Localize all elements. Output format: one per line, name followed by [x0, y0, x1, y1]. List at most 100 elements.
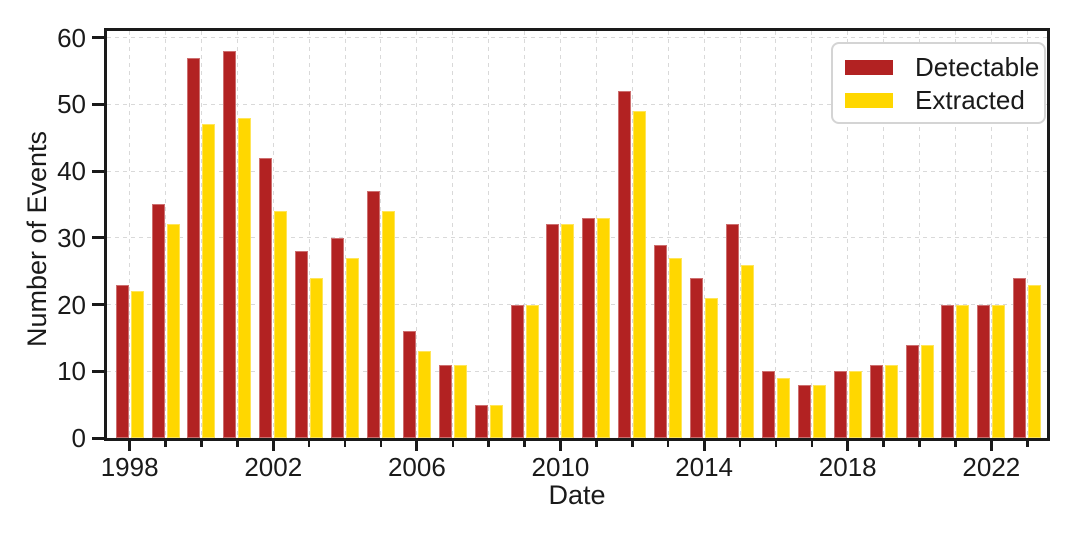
bar-detectable-2008: [474, 404, 488, 438]
gridline-x-2004: [344, 31, 346, 438]
gridline-x-2021: [954, 31, 956, 438]
x-tick-2005: [379, 441, 383, 447]
bar-extracted-2019: [884, 364, 898, 438]
gridline-y-40: [107, 170, 1047, 172]
bar-detectable-2017: [797, 384, 811, 438]
x-tick-2004: [343, 441, 347, 447]
y-tick-label-30: 30: [57, 222, 86, 253]
bar-detectable-2018: [833, 371, 847, 438]
bar-detectable-1999: [151, 204, 165, 438]
legend-label-extracted: Extracted: [915, 85, 1025, 115]
gridline-x-2007: [452, 31, 454, 438]
x-tick-2007: [451, 441, 455, 447]
gridline-x-2009: [524, 31, 526, 438]
y-tick-20: [92, 303, 104, 307]
gridline-x-2011: [595, 31, 597, 438]
bar-detectable-2013: [654, 244, 668, 438]
y-tick-10: [92, 369, 104, 373]
y-tick-label-20: 20: [57, 289, 86, 320]
bar-detectable-2007: [438, 364, 452, 438]
bar-extracted-2004: [346, 257, 360, 438]
bar-layer: [107, 31, 1047, 438]
y-tick-30: [92, 236, 104, 240]
bar-extracted-2007: [453, 364, 467, 438]
y-tick-label-40: 40: [57, 156, 86, 187]
bar-detectable-2009: [510, 304, 524, 438]
bar-detectable-2005: [366, 191, 380, 438]
bar-extracted-2005: [381, 211, 395, 438]
y-tick-60: [92, 36, 104, 40]
x-tick-label-2006: 2006: [387, 452, 446, 482]
bar-extracted-2014: [705, 297, 719, 438]
x-tick-label-2010: 2010: [531, 452, 590, 482]
plot-area: Detectable Extracted: [104, 28, 1050, 441]
bar-extracted-2010: [561, 224, 575, 438]
x-tick-2000: [200, 441, 203, 447]
y-tick-0: [92, 436, 104, 440]
bar-extracted-2022: [992, 304, 1006, 438]
x-tick-2023: [1026, 441, 1029, 447]
x-tick-2019: [882, 441, 885, 447]
gridline-x-2001: [236, 31, 238, 438]
gridline-x-2018: [847, 31, 849, 438]
gridline-x-2002: [272, 31, 274, 438]
gridline-x-2006: [416, 31, 418, 438]
x-tick-2008: [487, 441, 490, 447]
bar-extracted-2002: [274, 211, 288, 438]
gridline-x-2017: [811, 31, 813, 438]
y-tick-label-50: 50: [57, 89, 86, 120]
x-tick-1999: [164, 441, 167, 447]
gridline-x-2016: [775, 31, 777, 438]
x-axis-label: Date: [548, 480, 606, 510]
bar-detectable-2003: [295, 251, 309, 438]
gridline-x-2019: [883, 31, 885, 438]
bar-detectable-2015: [726, 224, 739, 438]
bar-extracted-2023: [1028, 284, 1042, 438]
bar-extracted-2000: [202, 124, 216, 438]
bar-detectable-2012: [618, 91, 632, 438]
gridline-x-2020: [919, 31, 921, 438]
bar-detectable-2021: [941, 304, 955, 438]
gridline-x-2015: [739, 31, 741, 438]
bar-extracted-2020: [920, 344, 934, 438]
bar-extracted-2009: [525, 304, 539, 438]
gridline-x-1998: [129, 31, 131, 438]
bar-detectable-2014: [690, 277, 704, 438]
bar-detectable-2004: [331, 237, 345, 438]
x-tick-2013: [666, 441, 670, 447]
x-tick-2011: [595, 441, 598, 447]
bar-extracted-2003: [310, 277, 324, 438]
x-tick-2021: [954, 441, 957, 447]
x-tick-2016: [774, 441, 778, 447]
bar-detectable-2020: [905, 344, 919, 438]
bar-detectable-2011: [582, 217, 596, 438]
bar-detectable-2000: [187, 57, 201, 438]
bar-extracted-1998: [130, 291, 144, 438]
bar-detectable-2002: [259, 157, 273, 438]
x-tick-2010: [558, 441, 562, 451]
bar-detectable-2016: [761, 371, 775, 438]
gridline-x-2010: [559, 31, 561, 438]
legend-swatch-detectable: [845, 59, 893, 75]
gridline-y-50: [107, 103, 1047, 105]
x-tick-2012: [631, 441, 634, 447]
x-tick-label-2022: 2022: [962, 452, 1021, 482]
bar-extracted-2018: [848, 371, 862, 438]
y-tick-40: [92, 169, 104, 173]
gridline-y-60: [107, 37, 1047, 39]
gridline-x-2005: [380, 31, 382, 438]
gridline-x-2008: [488, 31, 490, 438]
bar-extracted-2006: [417, 351, 431, 438]
bar-extracted-2013: [669, 257, 683, 438]
legend-swatch-extracted: [845, 92, 893, 108]
x-tick-2020: [918, 441, 921, 447]
x-tick-2018: [846, 441, 850, 451]
gridline-y-10: [107, 370, 1047, 372]
x-tick-2009: [523, 441, 526, 447]
x-tick-2017: [810, 441, 814, 447]
y-tick-label-10: 10: [57, 356, 86, 387]
legend-item-extracted: Extracted: [845, 86, 1044, 114]
bar-extracted-2021: [956, 304, 970, 438]
grid-layer: [107, 31, 1047, 438]
gridline-x-2014: [703, 31, 705, 438]
